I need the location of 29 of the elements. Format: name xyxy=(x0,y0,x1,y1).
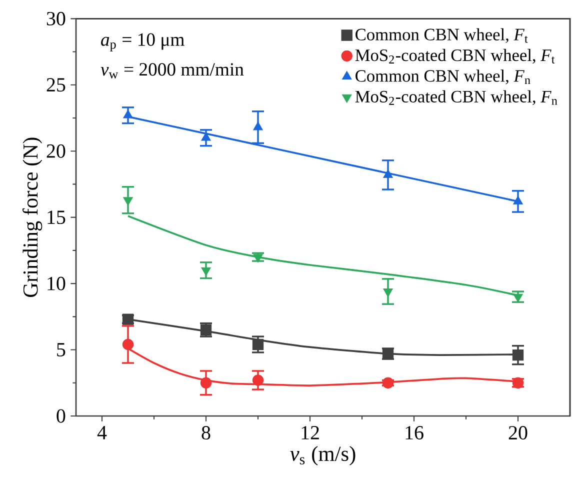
annotation: v$_{w}$ = 2000 mm/min xyxy=(100,63,244,79)
legend-label: MoS$_{2}$-coated CBN wheel, F$_{n}$ xyxy=(355,90,558,106)
point xyxy=(252,374,264,386)
legend-label: Common CBN wheel, F$_{t}$ xyxy=(356,28,528,43)
point xyxy=(122,338,134,350)
point xyxy=(123,110,133,118)
point xyxy=(200,377,212,388)
y-tick-label: 5 xyxy=(57,343,66,356)
y-tick-label: 25 xyxy=(46,78,66,92)
point xyxy=(253,122,263,130)
y-tick-label: 15 xyxy=(48,210,66,224)
y-axis-title: Grinding force (N) xyxy=(22,138,42,298)
point xyxy=(383,169,393,178)
point xyxy=(252,338,264,350)
point xyxy=(512,349,524,361)
y-tick-label: 10 xyxy=(48,276,66,290)
y-tick-label: 20 xyxy=(46,144,66,158)
x-tick-label: 4 xyxy=(97,426,107,440)
x-tick-label: 12 xyxy=(302,426,319,440)
x-tick-label: 8 xyxy=(202,426,210,440)
y-tick-label: 30 xyxy=(46,12,66,26)
x-axis-title: v$_{s}$ (m/s) xyxy=(290,446,356,466)
x-tick-label: 16 xyxy=(406,426,424,440)
legend-label: Common CBN wheel, F$_{n}$ xyxy=(356,70,530,84)
point xyxy=(513,196,523,204)
legend-label: MoS$_{2}$-coated CBN wheel, F$_{t}$ xyxy=(355,48,555,64)
annotation: a$_{p}$ = 10 μm xyxy=(101,33,184,52)
y-tick-label: 0 xyxy=(56,409,66,423)
x-tick-label: 20 xyxy=(508,426,528,440)
